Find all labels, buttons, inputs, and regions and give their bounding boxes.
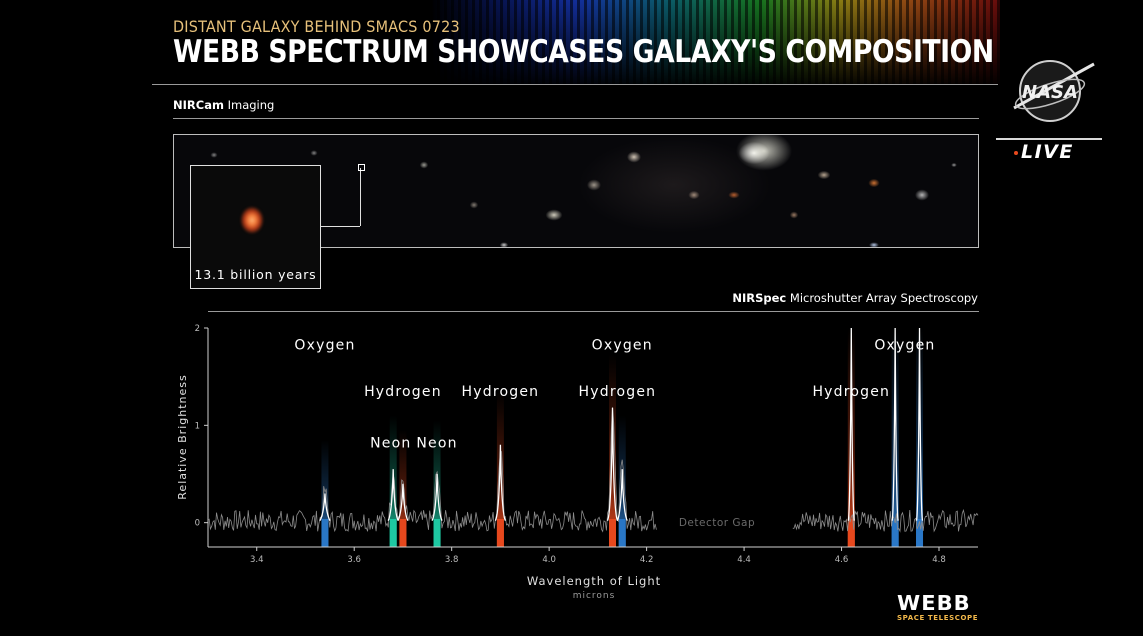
webb-logo: WEBB SPACE TELESCOPE bbox=[897, 593, 978, 622]
x-axis-label: Wavelength of Light bbox=[527, 574, 661, 588]
element-label: Hydrogen bbox=[462, 384, 540, 400]
emission-peak bbox=[319, 493, 331, 522]
x-tick-label: 3.4 bbox=[250, 555, 264, 565]
x-tick-label: 4.6 bbox=[835, 555, 849, 565]
y-axis-label: Relative Brightness bbox=[176, 374, 189, 499]
webb-logo-text: WEBB bbox=[897, 591, 971, 615]
nasa-logo-text: NASA bbox=[1022, 82, 1078, 103]
emission-band-base bbox=[433, 519, 441, 547]
nircam-section-label: NIRCam Imaging bbox=[173, 98, 274, 112]
x-tick-label: 3.6 bbox=[347, 555, 361, 565]
element-label: Hydrogen bbox=[812, 384, 890, 400]
nircam-mode: Imaging bbox=[227, 98, 275, 112]
live-label: LIVE bbox=[1021, 141, 1074, 163]
emission-peak bbox=[616, 469, 628, 522]
nircam-instrument: NIRCam bbox=[173, 98, 224, 112]
page-title: WEBB SPECTRUM SHOWCASES GALAXY'S COMPOSI… bbox=[173, 34, 994, 70]
galaxy-location-marker bbox=[358, 164, 365, 171]
element-label: Hydrogen bbox=[579, 384, 657, 400]
element-label: Oxygen bbox=[874, 337, 935, 353]
emission-peak bbox=[915, 327, 924, 521]
nirspec-mode: Microshutter Array Spectroscopy bbox=[789, 291, 978, 305]
emission-peak bbox=[397, 483, 409, 522]
x-tick-label: 4.4 bbox=[737, 555, 751, 565]
emission-peak bbox=[431, 473, 443, 522]
nirspec-divider bbox=[208, 311, 979, 312]
element-label: Oxygen bbox=[294, 337, 355, 353]
emission-band-base bbox=[321, 519, 329, 547]
emission-band bbox=[916, 328, 924, 547]
nirspec-section-label: NIRSpec Microshutter Array Spectroscopy bbox=[732, 291, 978, 305]
emission-peak bbox=[387, 469, 399, 522]
y-tick-label: 0 bbox=[195, 519, 200, 529]
galaxy-age-label: 13.1 billion years bbox=[194, 267, 317, 282]
x-axis-unit: microns bbox=[573, 591, 616, 601]
emission-band-base bbox=[618, 519, 626, 547]
detector-gap-label: Detector Gap bbox=[679, 517, 755, 529]
emission-band-base bbox=[891, 519, 899, 547]
live-divider bbox=[996, 138, 1102, 140]
element-label: Oxygen bbox=[592, 337, 653, 353]
webb-logo-subtext: SPACE TELESCOPE bbox=[897, 614, 979, 622]
emission-band-base bbox=[496, 519, 504, 547]
emission-peak bbox=[847, 327, 855, 521]
header-divider bbox=[152, 84, 998, 85]
y-tick-label: 1 bbox=[195, 421, 200, 431]
x-tick-label: 3.8 bbox=[445, 555, 459, 565]
emission-band bbox=[847, 328, 855, 547]
emission-peak bbox=[891, 327, 899, 521]
emission-band-base bbox=[399, 519, 407, 547]
zoom-connector-h bbox=[319, 226, 360, 227]
x-tick-label: 4.8 bbox=[932, 555, 946, 565]
spectrum-trace-right bbox=[792, 508, 979, 533]
zoom-connector-v bbox=[360, 168, 361, 226]
page-subtitle: DISTANT GALAXY BEHIND SMACS 0723 bbox=[173, 17, 460, 36]
emission-peak bbox=[606, 407, 619, 522]
emission-band-base bbox=[847, 519, 855, 547]
emission-band bbox=[891, 328, 899, 547]
galaxy-image bbox=[229, 194, 275, 252]
nirspec-instrument: NIRSpec bbox=[732, 291, 787, 305]
spectrum-trace-left bbox=[207, 407, 657, 533]
live-badge: LIVE bbox=[1014, 141, 1074, 163]
nircam-divider bbox=[173, 118, 979, 119]
spectrum-banner bbox=[430, 0, 1000, 85]
live-dot-icon bbox=[1014, 150, 1018, 155]
emission-band-base bbox=[608, 519, 616, 547]
nasa-logo: NASA bbox=[1010, 58, 1096, 132]
element-label: Neon bbox=[416, 436, 457, 452]
emission-peak bbox=[494, 444, 507, 522]
x-tick-label: 4.2 bbox=[640, 555, 654, 565]
emission-band-base bbox=[389, 519, 397, 547]
x-tick-label: 4.0 bbox=[542, 555, 556, 565]
emission-band-base bbox=[916, 519, 924, 547]
element-label: Hydrogen bbox=[364, 384, 442, 400]
y-tick-label: 2 bbox=[195, 324, 200, 334]
galaxy-zoom-inset: 13.1 billion years bbox=[190, 165, 321, 289]
element-label: Neon bbox=[370, 436, 411, 452]
